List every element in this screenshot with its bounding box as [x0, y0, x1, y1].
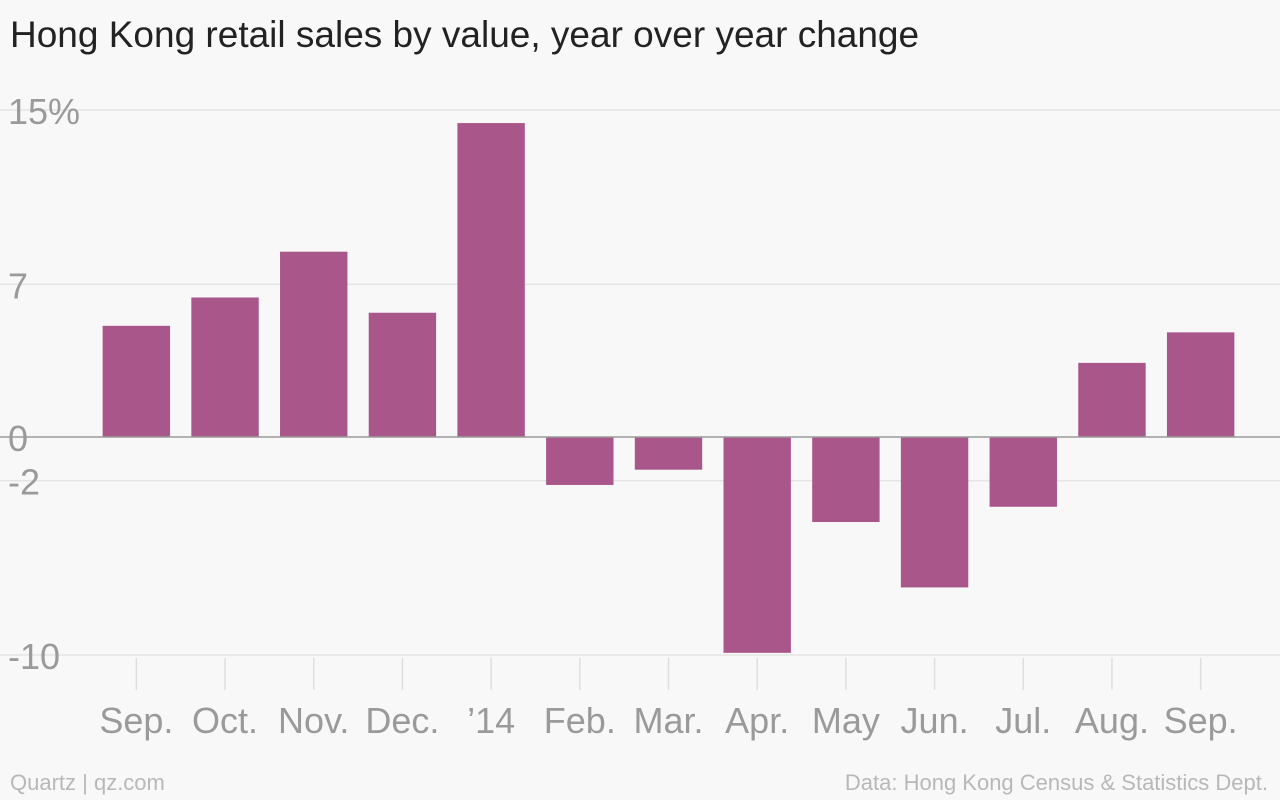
- x-tick-label: Aug.: [1075, 700, 1149, 741]
- bar: [102, 325, 171, 437]
- x-tick-label: Apr.: [725, 700, 789, 741]
- bar: [457, 123, 525, 437]
- x-axis-labels: Sep. Oct. Nov. Dec. ’14 Feb. Mar. Apr. May Jun. Ju…: [99, 700, 1237, 741]
- bar: [812, 437, 880, 523]
- x-tick-label: ’14: [467, 700, 515, 741]
- x-tick-label: Sep.: [1164, 700, 1238, 741]
- y-tick-label: 15%: [8, 91, 80, 132]
- x-tick-label: May: [812, 700, 880, 741]
- bar: [900, 437, 969, 588]
- y-tick-label: -2: [8, 462, 40, 503]
- y-tick-label: 7: [8, 265, 28, 306]
- gridlines: [0, 109, 1280, 656]
- bar: [546, 437, 614, 485]
- bar: [368, 312, 437, 437]
- x-tick-label: Oct.: [192, 700, 258, 741]
- source-credit: Quartz | qz.com: [10, 770, 165, 795]
- chart-title: Hong Kong retail sales by value, year ov…: [10, 14, 920, 55]
- x-tick-label: Sep.: [99, 700, 173, 741]
- bar: [191, 297, 259, 437]
- x-tick-label: Nov.: [278, 700, 349, 741]
- bar: [1078, 362, 1146, 437]
- y-tick-label: -10: [8, 636, 60, 677]
- x-tick-marks: [135, 658, 1202, 690]
- bar: [1166, 332, 1235, 437]
- bar: [989, 437, 1057, 507]
- x-tick-label: Jun.: [901, 700, 969, 741]
- x-tick-label: Dec.: [365, 700, 439, 741]
- x-tick-label: Feb.: [544, 700, 616, 741]
- bar: [634, 437, 703, 470]
- y-axis-labels: 15% 7 0-2 -10: [8, 91, 80, 677]
- bar: [723, 437, 791, 653]
- data-source: Data: Hong Kong Census & Statistics Dept…: [844, 770, 1268, 795]
- y-tick-label: 0: [8, 418, 28, 459]
- x-tick-label: Mar.: [633, 700, 703, 741]
- x-tick-label: Jul.: [995, 700, 1051, 741]
- bars: [102, 123, 1235, 653]
- bar: [280, 251, 348, 437]
